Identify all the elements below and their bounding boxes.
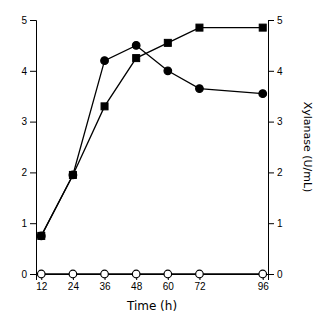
y-axis-line <box>30 21 37 275</box>
point <box>69 270 77 278</box>
point <box>69 171 76 178</box>
x-axis-title: Time (h) <box>126 299 177 313</box>
y2-axis-tick-mark <box>268 71 274 72</box>
point <box>196 270 204 278</box>
y-axis-tick-label: 2 <box>21 167 27 178</box>
point <box>38 232 45 239</box>
y2-axis-tick: 3 <box>268 116 283 127</box>
y2-axis-tick-label: 0 <box>277 269 283 280</box>
y2-axis-tick: 4 <box>268 66 283 77</box>
y-axis-tick: 5 <box>21 15 36 26</box>
point <box>259 24 266 31</box>
y2-axis-tick: 2 <box>268 167 283 178</box>
x-axis-tick-label: 60 <box>163 281 175 292</box>
point <box>37 232 45 240</box>
y-axis-tick-mark <box>30 274 36 275</box>
y2-axis-line <box>269 21 275 275</box>
marks <box>37 24 266 278</box>
y-axis-tick-mark <box>30 20 36 21</box>
point <box>69 171 77 179</box>
chart: 12243648607296012345012345Time (h)Xylana… <box>0 0 320 320</box>
y-axis: 0 1 2 3 4 5 <box>21 15 36 280</box>
y2-axis-tick: 1 <box>268 218 283 229</box>
y-axis-tick-label: 0 <box>21 269 27 280</box>
y-axis-tick-label: 5 <box>21 15 27 26</box>
y-axis-tick: 1 <box>21 218 36 229</box>
y-axis-tick: 0 <box>21 269 36 280</box>
y2-axis-tick-mark <box>268 20 274 21</box>
y-axis-tick-mark <box>30 122 36 123</box>
x-axis-tick-label: 36 <box>99 281 111 292</box>
y2-axis-tick-label: 2 <box>277 167 283 178</box>
point <box>164 67 172 75</box>
point <box>196 24 203 31</box>
point <box>196 85 204 93</box>
x-axis-tick-label: 48 <box>131 281 143 292</box>
x-axis-tick-label: 12 <box>36 281 48 292</box>
y2-axis-tick-mark <box>268 122 274 123</box>
y2-axis-tick-mark <box>268 172 274 173</box>
x-axis-tick-label: 24 <box>68 281 80 292</box>
y2-axis: 0 1 2 3 4 5 <box>268 15 283 280</box>
y2-axis-tick-label: 1 <box>277 218 283 229</box>
y2-axis-title: Xylanase (U/mL) <box>301 102 314 193</box>
x-axis-tick-label: 72 <box>194 281 206 292</box>
plot: 12243648607296012345012345Time (h)Xylana… <box>21 15 314 313</box>
point <box>132 42 140 50</box>
y-axis-tick-label: 3 <box>21 116 27 127</box>
y2-axis-tick: 0 <box>268 269 283 280</box>
y-axis-tick-mark <box>30 71 36 72</box>
y-axis-tick-mark <box>30 172 36 173</box>
point <box>37 270 45 278</box>
y2-axis-tick-mark <box>268 223 274 224</box>
y-axis-tick: 2 <box>21 167 36 178</box>
y2-axis-tick: 5 <box>268 15 283 26</box>
y2-axis-tick-label: 5 <box>277 15 283 26</box>
y-axis-tick-label: 1 <box>21 218 27 229</box>
line <box>41 28 262 236</box>
x-axis-tick-label: 96 <box>258 281 270 292</box>
point <box>259 90 267 98</box>
point <box>259 270 267 278</box>
point <box>132 270 140 278</box>
line <box>41 45 262 236</box>
point <box>164 39 171 46</box>
point <box>101 57 109 65</box>
point <box>164 270 172 278</box>
y2-axis-tick-label: 3 <box>277 116 283 127</box>
point <box>101 103 108 110</box>
y-axis-tick-label: 4 <box>21 66 27 77</box>
y2-axis-tick-label: 4 <box>277 66 283 77</box>
y-axis-tick: 3 <box>21 116 36 127</box>
point <box>101 270 109 278</box>
y-axis-tick-mark <box>30 223 36 224</box>
point <box>133 55 140 62</box>
y-axis-tick: 4 <box>21 66 36 77</box>
y2-axis-tick-mark <box>268 274 274 275</box>
